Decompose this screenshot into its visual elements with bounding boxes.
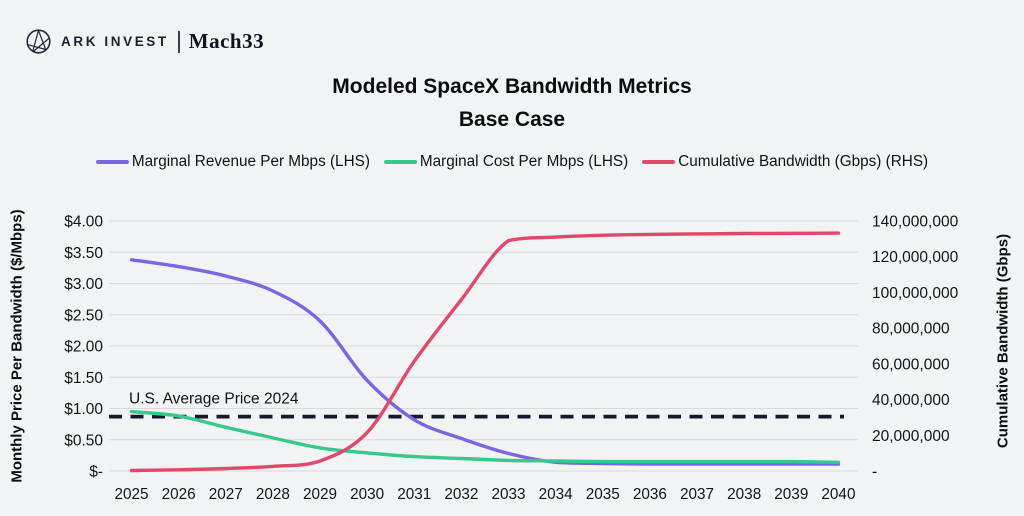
legend-item-cumulative-bandwidth: Cumulative Bandwidth (Gbps) (RHS) [642, 153, 928, 171]
brand-mach33: Mach33 [188, 29, 265, 53]
ark-compass-icon [26, 29, 51, 54]
left-axis-tick-label: $3.00 [64, 276, 103, 293]
legend-item-marginal-revenue: Marginal Revenue Per Mbps (LHS) [95, 153, 370, 171]
series-line-1 [129, 409, 841, 464]
brand-divider [177, 30, 180, 53]
left-axis-tick-label: $0.50 [64, 432, 103, 449]
x-axis-tick-label: 2028 [256, 486, 290, 503]
x-axis-tick-label: 2031 [397, 486, 431, 503]
x-axis-tick-label: 2034 [539, 486, 574, 503]
x-axis-tick-label: 2035 [586, 486, 620, 503]
x-axis-tick-label: 2029 [303, 486, 337, 503]
legend-swatch-marginal-cost [383, 160, 417, 164]
series-line-2 [129, 231, 841, 473]
x-axis-tick-label: 2030 [350, 486, 384, 503]
x-axis-tick-label: 2032 [444, 486, 478, 503]
x-axis-tick-label: 2037 [680, 486, 714, 503]
right-axis-tick-label: - [872, 464, 877, 481]
legend-swatch-cumulative-bandwidth [642, 160, 676, 164]
left-axis-tick-label: $3.50 [64, 245, 103, 262]
x-axis-tick-label: 2038 [727, 486, 761, 503]
right-axis-tick-label: 40,000,000 [872, 392, 950, 409]
left-axis-tick-label: $1.00 [64, 401, 103, 418]
right-axis-tick-label: 80,000,000 [872, 321, 950, 338]
legend-label: Cumulative Bandwidth (Gbps) (RHS) [678, 153, 929, 170]
x-axis-tick-label: 2025 [114, 486, 148, 503]
legend-label: Marginal Cost Per Mbps (LHS) [419, 153, 629, 170]
right-axis-tick-label: 120,000,000 [872, 249, 959, 266]
chart-title-line1: Modeled SpaceX Bandwidth Metrics [332, 75, 692, 98]
left-axis-tick-label: $2.00 [64, 339, 103, 356]
left-axis-tick-label: $1.50 [64, 370, 103, 387]
right-axis-tick-label: 60,000,000 [872, 356, 950, 373]
left-axis-tick-label: $4.00 [64, 214, 103, 231]
legend-item-marginal-cost: Marginal Cost Per Mbps (LHS) [383, 153, 629, 171]
x-axis-tick-label: 2036 [633, 486, 667, 503]
right-axis-tick-label: 20,000,000 [872, 428, 950, 445]
x-axis-tick-label: 2033 [492, 486, 526, 503]
brand-ark-invest: ARK INVEST [61, 34, 169, 49]
chart-title: Modeled SpaceX Bandwidth Metrics Base Ca… [0, 70, 1024, 136]
chart-title-line2: Base Case [458, 108, 566, 131]
x-axis-tick-label: 2027 [209, 486, 243, 503]
left-axis-tick-label: $2.50 [64, 307, 103, 324]
legend: Marginal Revenue Per Mbps (LHS) Marginal… [0, 153, 1024, 171]
x-axis-tick-label: 2040 [821, 486, 855, 503]
brand: ARK INVEST Mach33 [25, 28, 264, 55]
left-axis-tick-label: $- [89, 464, 103, 481]
right-axis-tick-label: 100,000,000 [872, 285, 959, 302]
plot-area: $4.00 $3.50 $3.00 $2.50 $2.00 $1.50 $1.00 $0.50… [64, 214, 959, 504]
series-line-0 [129, 258, 841, 466]
annotation-label: U.S. Average Price 2024 [129, 391, 299, 408]
right-axis-tick-label: 140,000,000 [872, 214, 959, 231]
legend-swatch-marginal-revenue [95, 160, 129, 164]
x-axis-tick-label: 2026 [162, 486, 196, 503]
legend-label: Marginal Revenue Per Mbps (LHS) [131, 153, 370, 170]
x-axis-tick-label: 2039 [774, 486, 808, 503]
